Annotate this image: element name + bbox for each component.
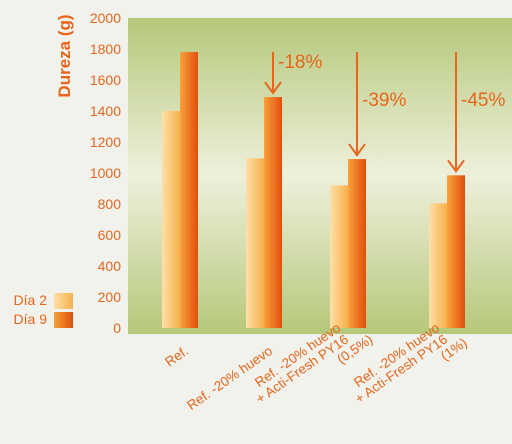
bar-dia9 [264, 97, 282, 328]
legend-swatch [54, 312, 73, 328]
y-tick-label: 1600 [90, 72, 121, 88]
y-tick-label: 1200 [90, 134, 121, 150]
y-tick-label: 800 [98, 196, 122, 212]
legend: Día 2 Día 9 [14, 292, 73, 328]
y-tick-label: 1800 [90, 41, 121, 57]
y-tick-label: 2000 [90, 10, 121, 26]
bar-dia2 [429, 203, 447, 328]
y-axis-title: Dureza (g) [55, 14, 74, 97]
bars [162, 52, 465, 328]
legend-swatch [54, 293, 73, 309]
x-tick-label-line: Ref. [162, 343, 191, 369]
bar-dia9 [447, 175, 465, 328]
y-tick-label: 200 [98, 289, 122, 305]
y-tick-label: 600 [98, 227, 122, 243]
y-tick-label: 1000 [90, 165, 121, 181]
bar-dia2 [162, 111, 180, 328]
y-tick-label: 0 [113, 320, 121, 336]
bar-dia9 [180, 52, 198, 328]
annotation-label: -18% [278, 52, 322, 73]
annotations: -18% -39% -45% [264, 52, 505, 174]
y-tick-label: 1400 [90, 103, 121, 119]
legend-label: Día 2 [14, 292, 48, 308]
annotation-arrow-head [447, 159, 465, 174]
annotation-label: -45% [461, 90, 505, 111]
y-tick-label: 400 [98, 258, 122, 274]
legend-label: Día 9 [14, 311, 48, 327]
bar-dia2 [330, 185, 348, 328]
annotation-arrow-head [348, 143, 366, 157]
bar-dia9 [348, 159, 366, 328]
x-tick-label: Ref. [162, 343, 191, 369]
annotation-arrow-head [264, 81, 282, 95]
bar-dia2 [246, 158, 264, 328]
y-axis-ticks: 0 200 400 600 800 1000 1200 1400 1600 1800 2000 [90, 10, 121, 336]
annotation-label: -39% [362, 90, 406, 111]
